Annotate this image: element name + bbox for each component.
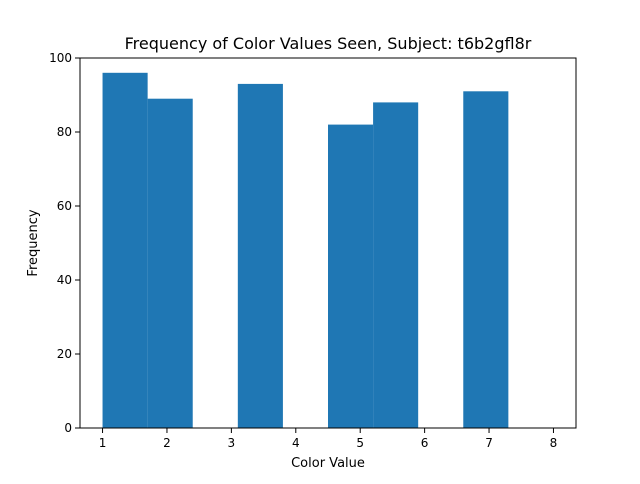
x-tick-label-0: 1 (99, 436, 107, 450)
bar-0 (102, 72, 148, 429)
y-tick-label-2: 40 (57, 273, 72, 287)
bars-group (102, 72, 509, 429)
chart-title: Frequency of Color Values Seen, Subject:… (125, 34, 532, 53)
x-tick-label-6: 7 (485, 436, 493, 450)
x-tick-label-1: 2 (163, 436, 171, 450)
bar-6 (373, 102, 419, 429)
y-axis-label: Frequency (26, 209, 41, 276)
y-tick-label-5: 100 (49, 51, 72, 65)
bar-3 (237, 83, 283, 429)
bar-1 (147, 98, 193, 428)
x-tick-label-3: 4 (292, 436, 300, 450)
x-tick-label-2: 3 (228, 436, 236, 450)
x-tick-label-5: 6 (421, 436, 429, 450)
y-tick-label-4: 80 (57, 125, 72, 139)
x-axis-label: Color Value (291, 456, 365, 471)
y-axis: 0 20 40 60 80 100 (49, 51, 80, 435)
bar-5 (328, 124, 374, 428)
y-tick-label-1: 20 (57, 347, 72, 361)
x-tick-label-7: 8 (550, 436, 558, 450)
y-tick-label-3: 60 (57, 199, 72, 213)
y-tick-label-0: 0 (64, 421, 72, 435)
x-axis: 1 2 3 4 5 6 7 8 (99, 428, 558, 450)
x-tick-label-4: 5 (356, 436, 364, 450)
bar-8 (463, 91, 509, 429)
plot-frame (79, 57, 577, 429)
